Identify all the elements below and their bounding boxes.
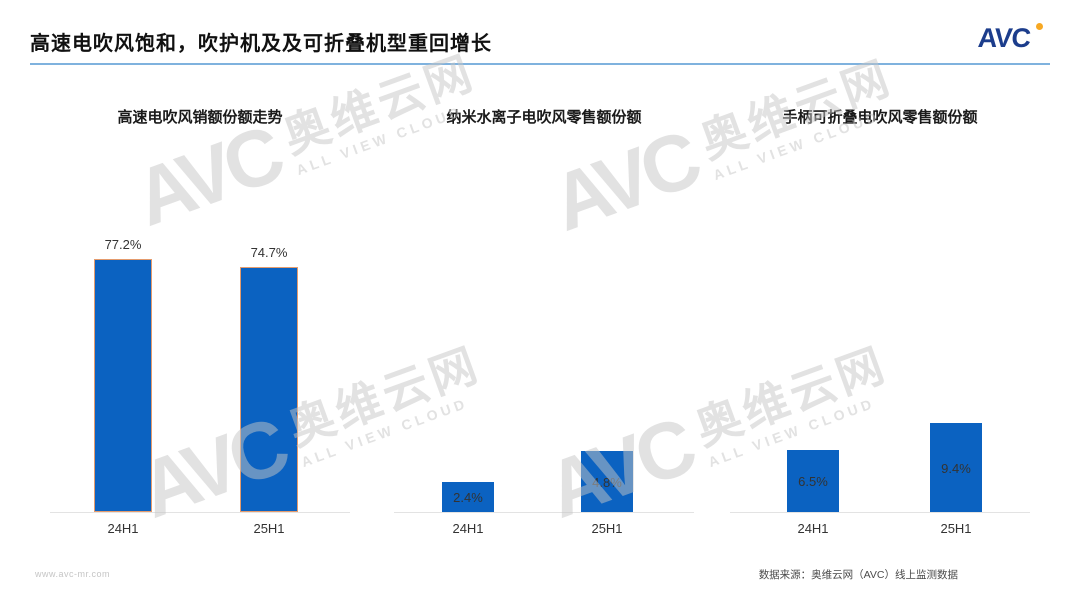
bar-value-label: 4.8% [592, 474, 622, 490]
x-axis-label: 24H1 [797, 521, 829, 536]
bar-24H1 [442, 482, 494, 512]
x-axis-label: 25H1 [253, 521, 285, 536]
bar-25H1 [581, 451, 633, 512]
chart-title: 高速电吹风销额份额走势 [117, 109, 283, 126]
bar-24H1 [787, 450, 839, 512]
chart-title: 手柄可折叠电吹风零售额份额 [782, 109, 978, 126]
bar-chart-3: 手柄可折叠电吹风零售额份额 24H1 25H1 6.5% 9.4% [730, 100, 1030, 555]
bar-value-label: 77.2% [104, 237, 142, 252]
bar-value-label: 9.4% [941, 460, 971, 476]
footer-data-source: 数据来源：奥维云网（AVC）线上监测数据 [758, 569, 958, 581]
title-underline-rule [30, 63, 1050, 65]
x-axis-label: 25H1 [940, 521, 972, 536]
bar-value-label: 2.4% [453, 490, 483, 505]
bar-24H1 [94, 259, 152, 512]
bar-25H1 [930, 423, 982, 512]
footer-website: www.avc-mr.com [35, 569, 111, 579]
logo-orange-dot-icon [1036, 23, 1043, 30]
bar-value-label: 6.5% [798, 474, 828, 489]
plot-area: 2.4% 4.8% [394, 259, 694, 513]
x-axis-label: 24H1 [452, 521, 484, 536]
plot-area: 77.2% 74.7% [50, 237, 350, 513]
x-axis-label: 25H1 [591, 521, 623, 536]
x-axis-label: 24H1 [107, 521, 139, 536]
avc-logo: AVC [976, 23, 1043, 55]
bar-value-label: 74.7% [250, 245, 288, 260]
plot-area: 6.5% 9.4% [730, 248, 1030, 513]
bar-chart-1: 高速电吹风销额份额走势 24H1 25H1 77.2% 74.7% [50, 100, 350, 555]
avc-logo-text: AVC [976, 23, 1032, 53]
bar-chart-2: 纳米水离子电吹风零售额份额 24H1 25H1 2.4% 4.8% [394, 100, 694, 555]
page-title: 高速电吹风饱和，吹护机及及可折叠机型重回增长 [30, 33, 492, 55]
chart-title: 纳米水离子电吹风零售额份额 [446, 109, 642, 126]
bar-25H1 [240, 267, 298, 512]
